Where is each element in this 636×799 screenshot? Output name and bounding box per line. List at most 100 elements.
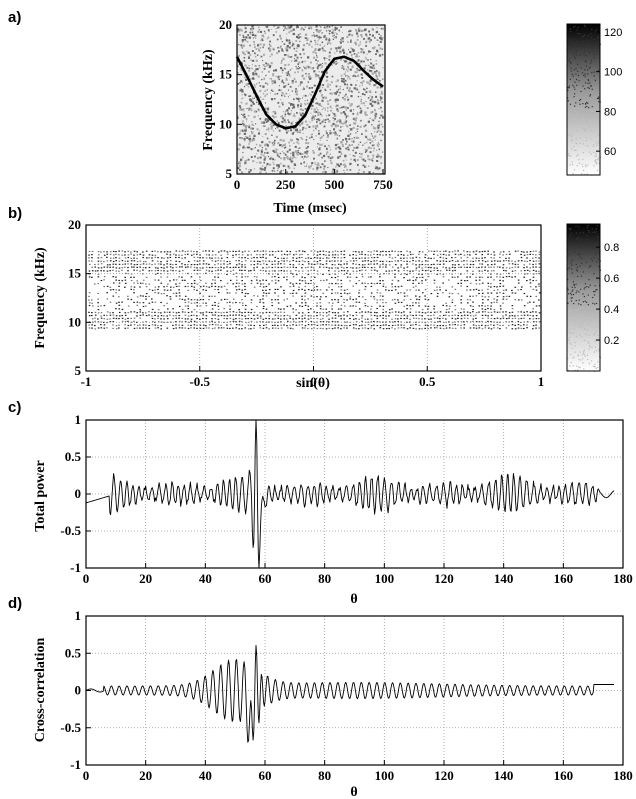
spectrogram-noise	[306, 99, 309, 101]
spectrogram-noise	[370, 66, 373, 69]
beam-stipple	[94, 317, 96, 319]
spectrogram-noise	[306, 163, 308, 165]
a-colorbar-texture	[575, 102, 577, 104]
spectrogram-noise	[267, 118, 269, 121]
spectrogram-noise	[318, 36, 321, 39]
beam-stipple	[124, 320, 127, 323]
beam-stipple	[115, 263, 117, 265]
beam-stipple	[178, 324, 181, 326]
beam-stipple	[448, 305, 451, 307]
beam-stipple	[142, 312, 144, 314]
a-colorbar-texture	[584, 75, 586, 78]
spectrogram-noise	[245, 128, 247, 130]
beam-stipple	[400, 257, 402, 259]
beam-stipple	[196, 253, 198, 255]
spectrogram-noise	[249, 135, 251, 137]
spectrogram-noise	[340, 45, 342, 48]
beam-stipple	[295, 257, 298, 259]
beam-stipple	[406, 321, 408, 323]
spectrogram-noise	[334, 170, 337, 173]
spectrogram-noise	[249, 95, 252, 97]
b-colorbar-texture	[568, 329, 571, 331]
spectrogram-noise	[324, 171, 327, 174]
b-colorbar-texture	[571, 259, 573, 261]
a-colorbar-texture	[570, 70, 572, 72]
spectrogram-noise	[333, 114, 337, 118]
beam-stipple	[361, 273, 363, 276]
beam-stipple	[370, 267, 373, 269]
beam-stipple	[232, 320, 235, 322]
beam-stipple	[394, 314, 397, 316]
spectrogram-noise	[382, 67, 384, 69]
beam-stipple	[463, 327, 465, 329]
beam-stipple	[274, 266, 277, 268]
beam-stipple	[334, 264, 336, 266]
spectrogram-noise	[355, 136, 358, 139]
beam-stipple	[397, 301, 400, 303]
beam-stipple	[157, 251, 159, 253]
beam-stipple	[448, 260, 451, 262]
a-colorbar-texture	[577, 63, 579, 65]
beam-stipple	[145, 276, 148, 278]
beam-stipple	[406, 257, 408, 259]
spectrogram-noise	[304, 102, 306, 105]
spectrogram-noise	[321, 32, 323, 34]
beam-stipple	[424, 298, 427, 300]
beam-stipple	[325, 254, 327, 256]
spectrogram-noise	[290, 112, 292, 115]
spectrogram-noise	[378, 44, 380, 47]
beam-stipple	[151, 298, 153, 300]
a-colorbar-texture	[569, 61, 572, 63]
beam-stipple	[127, 320, 129, 322]
a-colorbar-texture	[582, 120, 584, 122]
beam-stipple	[280, 263, 282, 265]
spectrogram-noise	[286, 157, 290, 160]
beam-stipple	[337, 263, 340, 265]
a-colorbar-texture	[593, 165, 595, 167]
beam-stipple	[175, 260, 177, 262]
b-colorbar-texture	[581, 316, 583, 318]
beam-stipple	[415, 285, 417, 287]
beam-stipple	[289, 282, 292, 284]
beam-stipple	[502, 285, 505, 287]
spectrogram-noise	[296, 128, 299, 130]
spectrogram-noise	[374, 100, 377, 104]
spectrogram-noise	[360, 29, 364, 33]
b-colorbar-texture	[574, 318, 577, 320]
spectrogram-noise	[324, 145, 326, 148]
spectrogram-noise	[272, 111, 274, 113]
beam-stipple	[505, 275, 508, 278]
beam-stipple	[226, 301, 229, 304]
beam-stipple	[331, 283, 333, 285]
beam-stipple	[121, 317, 124, 319]
beam-stipple	[334, 282, 337, 285]
beam-stipple	[334, 298, 336, 301]
spectrogram-noise	[292, 32, 295, 36]
spectrogram-noise	[264, 152, 266, 154]
spectrogram-noise	[334, 92, 337, 95]
beam-stipple	[145, 314, 148, 317]
beam-stipple	[412, 279, 415, 282]
spectrogram-noise	[365, 100, 367, 103]
spectrogram-noise	[311, 104, 314, 107]
spectrogram-noise	[332, 128, 336, 131]
spectrogram-noise	[349, 124, 351, 126]
beam-stipple	[97, 305, 100, 307]
beam-stipple	[436, 250, 438, 252]
spectrogram-noise	[250, 59, 252, 61]
spectrogram-noise	[258, 161, 261, 164]
spectrogram-noise	[264, 118, 267, 121]
beam-stipple	[148, 302, 151, 304]
beam-stipple	[490, 314, 493, 316]
beam-stipple	[469, 289, 472, 291]
beam-stipple	[103, 251, 105, 253]
spectrogram-noise	[357, 59, 360, 62]
spectrogram-noise	[299, 40, 301, 43]
beam-stipple	[121, 301, 123, 303]
beam-stipple	[298, 289, 300, 291]
beam-stipple	[127, 295, 129, 297]
spectrogram-noise	[339, 129, 342, 132]
spectrogram-noise	[326, 26, 329, 29]
beam-stipple	[238, 269, 241, 271]
a-colorbar-texture	[584, 69, 586, 71]
